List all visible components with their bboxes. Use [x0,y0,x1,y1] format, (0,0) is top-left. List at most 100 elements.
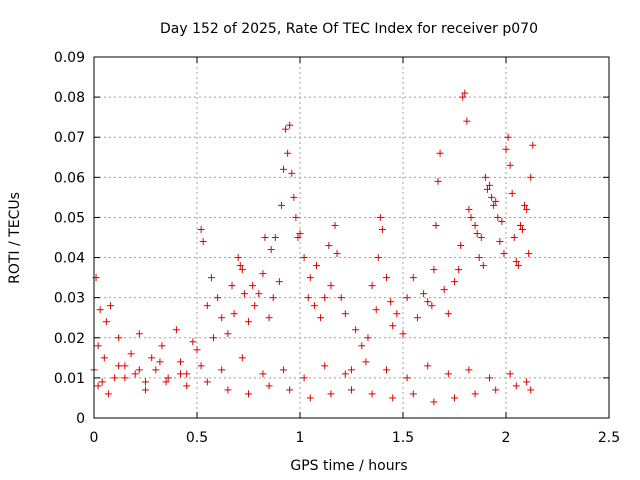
data-point [455,266,463,274]
data-point [352,326,360,334]
data-point [115,362,123,370]
data-point [521,201,529,209]
data-point [523,378,531,386]
y-tick-label: 0.03 [54,291,85,307]
data-point [183,382,191,390]
data-point [508,189,516,197]
data-point [444,310,452,318]
data-point [230,310,238,318]
data-point [383,366,391,374]
data-point [121,362,129,370]
data-point [245,390,252,398]
data-point [341,310,349,318]
data-point [436,149,444,157]
axis-ticks: 0 0.01 0.02 0.03 0.04 0.05 0.06 0.07 0.08 0.09 0 0.… [54,50,620,446]
data-point [358,342,366,350]
data-point [286,121,294,129]
data-point [280,165,288,173]
data-point [483,185,491,193]
data-point [399,330,407,338]
data-point [362,358,370,366]
data-point [228,282,236,290]
data-point [527,173,535,181]
data-point [304,294,312,302]
data-point [269,294,277,302]
data-point [432,221,440,229]
data-point [389,394,397,402]
data-point [387,298,395,306]
data-point [96,306,104,314]
data-point [490,201,498,209]
data-point [142,378,149,386]
data-point [197,225,205,233]
data-point [306,274,314,282]
data-point [148,354,156,362]
x-tick-label: 2.5 [598,430,620,446]
data-point [193,346,201,354]
data-point [492,197,500,205]
data-point [467,213,475,221]
data-point [337,294,345,302]
data-point [207,274,215,282]
data-points [90,89,537,406]
data-point [115,334,123,342]
data-point [106,302,114,310]
data-point [162,378,170,386]
data-point [286,386,294,394]
data-point [504,133,512,141]
data-point [296,229,304,237]
data-point [514,262,522,270]
data-point [512,258,520,266]
data-point [494,213,502,221]
data-point [259,270,267,278]
data-point [234,254,242,262]
data-point [164,374,172,382]
data-point [111,374,119,382]
data-point [300,374,308,382]
data-point [434,177,442,185]
data-point [516,221,524,229]
data-point [500,250,508,258]
data-point [506,161,514,169]
data-point [488,193,496,201]
plot-frame [93,56,610,419]
data-point [245,318,252,326]
data-point [498,217,506,225]
data-point [496,238,504,246]
y-tick-label: 0.06 [54,170,85,186]
grid-lines [94,57,609,418]
data-point [481,173,489,181]
data-point [312,262,320,270]
y-tick-label: 0 [76,411,85,427]
data-point [127,350,135,358]
data-point [461,89,469,97]
data-point [383,274,391,282]
data-point [420,290,428,298]
data-point [275,278,283,286]
data-point [444,370,452,378]
data-point [310,302,318,310]
data-point [424,362,432,370]
x-tick-label: 2 [502,430,511,446]
data-point [321,294,329,302]
data-point [282,125,290,133]
data-point [465,366,473,374]
data-point [348,386,355,394]
data-point [364,334,372,342]
data-point [333,250,341,258]
data-point [523,205,531,213]
data-point [121,374,129,382]
data-point [238,266,246,274]
data-point [152,366,160,374]
data-point [294,234,302,241]
data-point [428,302,436,310]
data-point [265,382,273,390]
data-point [288,169,296,177]
data-point [477,234,485,241]
data-point [331,221,339,229]
data-point [430,398,438,406]
y-tick-label: 0.05 [54,210,85,226]
data-point [409,390,417,398]
data-point [327,390,335,398]
data-point [440,286,448,294]
